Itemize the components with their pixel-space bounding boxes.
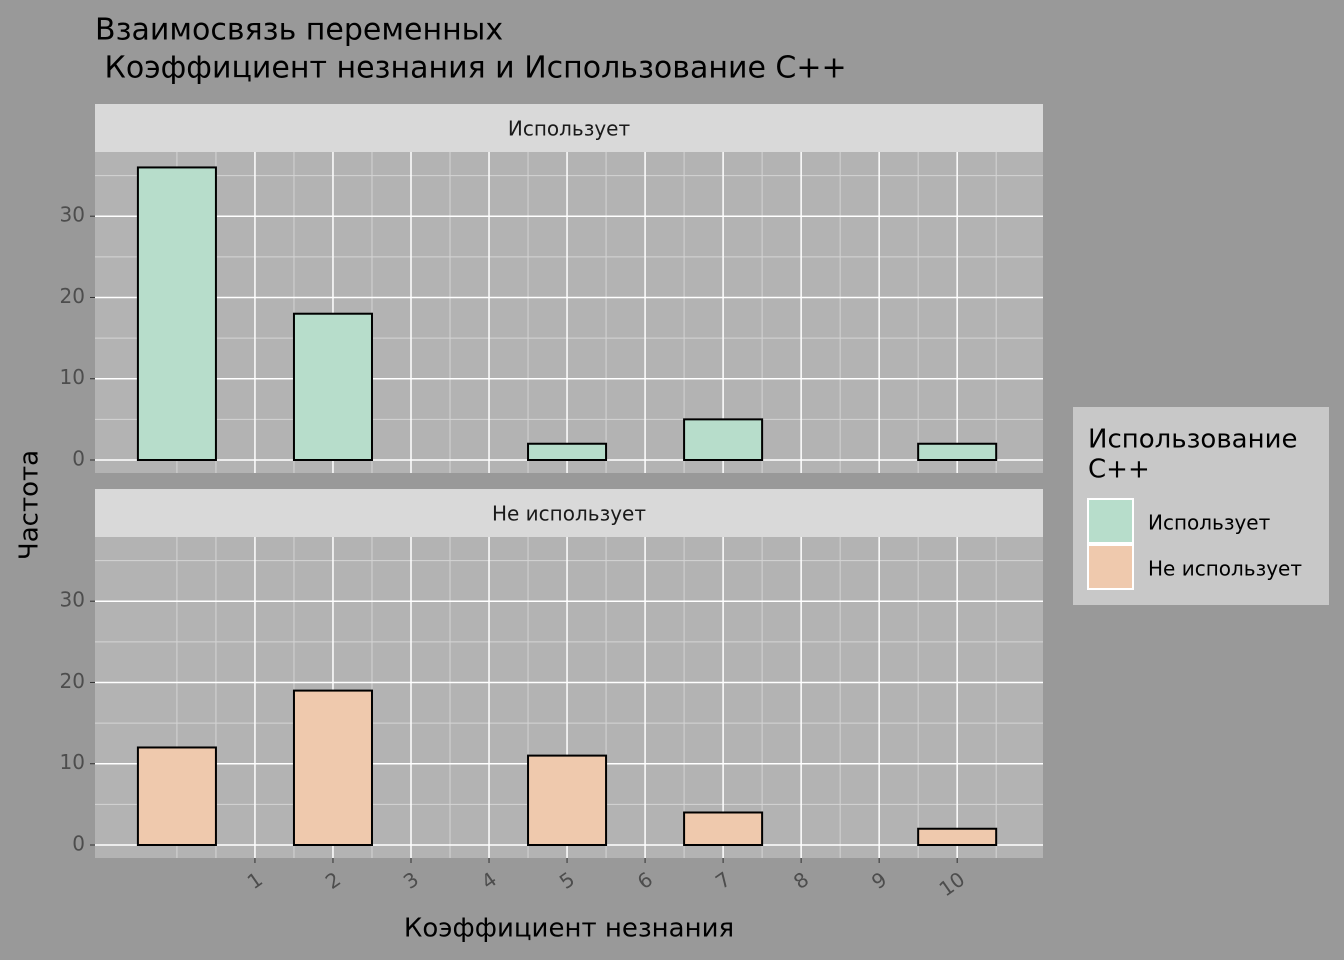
bar — [683, 811, 764, 846]
bar — [527, 442, 608, 461]
y-tick-label: 0 — [72, 446, 85, 470]
legend-label: Не использует — [1148, 557, 1302, 581]
strip — [95, 104, 1043, 152]
legend-title: Использование — [1088, 425, 1297, 455]
legend-key — [1087, 498, 1134, 544]
chart-title: Коэффициент незнания и Использование C++ — [95, 51, 847, 86]
y-tick-label: 30 — [60, 203, 85, 227]
bar — [527, 754, 608, 846]
y-tick-label: 0 — [72, 831, 85, 855]
bar — [136, 746, 217, 846]
y-tick-label: 20 — [60, 284, 85, 308]
y-tick-label: 30 — [60, 588, 85, 612]
bar — [292, 689, 373, 846]
strip — [95, 489, 1043, 537]
legend-label: Использует — [1148, 511, 1271, 535]
bar — [917, 442, 998, 461]
y-tick-label: 10 — [60, 750, 85, 774]
panel — [95, 152, 1043, 473]
legend-key — [1087, 544, 1134, 590]
strip-label: Использует — [508, 117, 631, 141]
y-tick-label: 20 — [60, 669, 85, 693]
bar — [136, 166, 217, 461]
chart-title: Взаимосвязь переменных — [95, 13, 503, 48]
y-tick-label: 10 — [60, 365, 85, 389]
bar — [683, 418, 764, 461]
legend-title: C++ — [1088, 455, 1150, 485]
bar — [917, 827, 998, 846]
x-axis-label: Коэффициент незнания — [404, 914, 734, 944]
bar — [292, 312, 373, 461]
strip-label: Не использует — [492, 502, 646, 526]
y-axis-label: Частота — [15, 450, 45, 560]
